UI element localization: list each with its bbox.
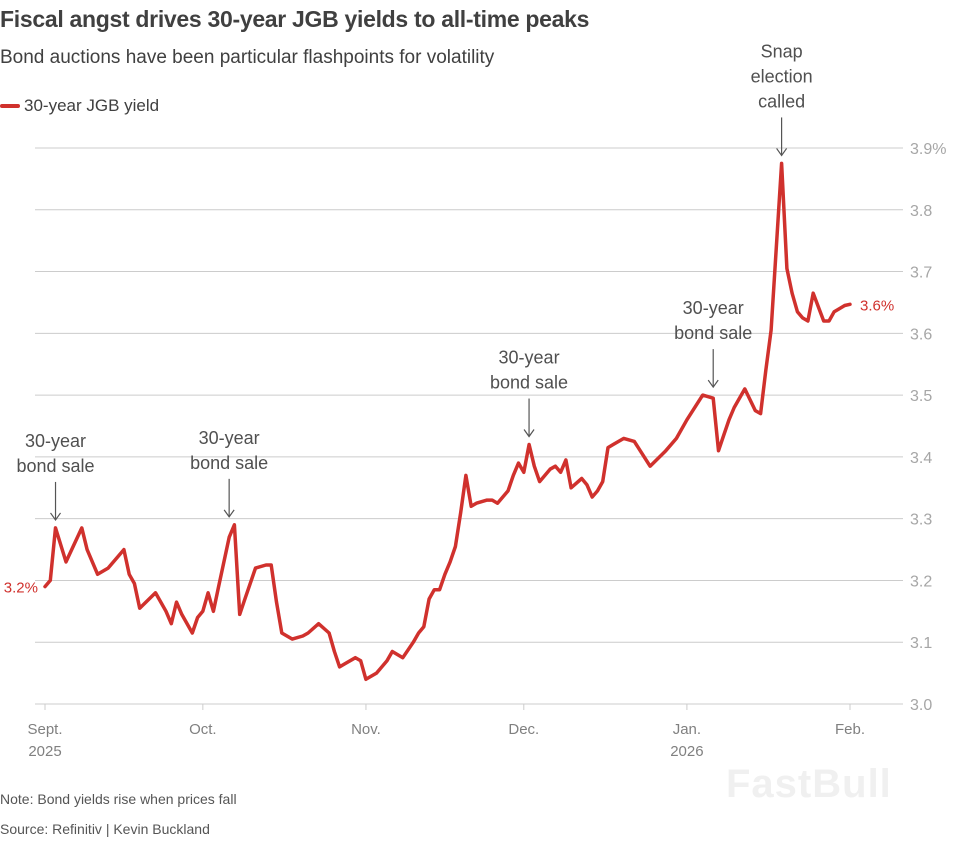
- y-tick-label: 3.1: [910, 635, 932, 652]
- legend-label: 30-year JGB yield: [24, 96, 160, 115]
- y-tick-label: 3.9%: [910, 141, 946, 158]
- arrow-head-icon: [223, 509, 235, 518]
- y-tick-label: 3.0: [910, 697, 932, 714]
- x-tick-label: Feb.: [835, 721, 865, 738]
- series-layer: 3.2% 3.6%: [4, 161, 894, 682]
- arrow-head-icon: [707, 379, 719, 389]
- y-axis: 3.0 3.1 3.2 3.3 3.4 3.5 3.6 3.7 3.8 3.9%: [910, 141, 946, 714]
- legend: 30-year JGB yield: [0, 96, 159, 116]
- footnote: Note: Bond yields rise when prices fall: [0, 791, 237, 807]
- annotation-text: bond sale: [674, 323, 752, 343]
- annotation-text: election: [751, 66, 813, 86]
- arrow-head-icon: [50, 512, 62, 521]
- watermark: FastBull: [726, 762, 892, 806]
- source-credit: Source: Refinitiv | Kevin Buckland: [0, 821, 210, 837]
- series-line-0: [43, 161, 852, 682]
- arrow-head-icon: [776, 148, 788, 157]
- y-tick-label: 3.6: [910, 326, 932, 343]
- annotation: 30-year bond sale: [190, 428, 268, 518]
- y-tick-label: 3.4: [910, 450, 932, 467]
- x-tick-label: Oct.: [189, 721, 217, 738]
- annotation-text: 30-year: [499, 348, 560, 368]
- annotation: 30-year bond sale: [16, 431, 95, 521]
- x-tick-label: Sept.: [27, 721, 62, 738]
- chart-title: Fiscal angst drives 30-year JGB yields t…: [0, 6, 590, 32]
- annotation-text: Snap: [761, 41, 803, 61]
- x-tick-label: Nov.: [351, 721, 381, 738]
- y-tick-label: 3.7: [910, 265, 932, 282]
- annotation: 30-year bond sale: [674, 298, 752, 389]
- annotation-text: called: [758, 91, 805, 111]
- series-end-label: 3.6%: [860, 297, 894, 314]
- annotation: 30-year bond sale: [490, 348, 568, 438]
- y-tick-label: 3.8: [910, 203, 932, 220]
- legend-swatch: [0, 104, 20, 108]
- chart-subtitle: Bond auctions have been particular flash…: [0, 47, 495, 68]
- y-tick-label: 3.5: [910, 388, 932, 405]
- annotations: 30-year bond sale 30-year bond sale 30-year b…: [16, 41, 813, 521]
- annotation-text: 30-year: [199, 428, 260, 448]
- y-tick-label: 3.3: [910, 512, 932, 529]
- x-tick-sublabel: 2025: [28, 743, 61, 760]
- gridlines: [35, 147, 903, 705]
- x-axis: Sept. 2025 Oct. Nov. Dec. Jan. 2026 Feb.: [27, 704, 865, 760]
- x-tick-label: Dec.: [508, 721, 539, 738]
- annotation-text: bond sale: [190, 453, 268, 473]
- x-tick-sublabel: 2026: [670, 743, 703, 760]
- x-tick-label: Jan.: [673, 721, 701, 738]
- series-start-label: 3.2%: [4, 580, 38, 597]
- y-tick-label: 3.2: [910, 573, 932, 590]
- annotation: Snap election called: [751, 41, 813, 157]
- annotation-text: 30-year: [25, 431, 86, 451]
- annotation-text: bond sale: [16, 456, 94, 476]
- annotation-text: 30-year: [683, 298, 744, 318]
- annotation-text: bond sale: [490, 373, 568, 393]
- arrow-head-icon: [523, 429, 535, 438]
